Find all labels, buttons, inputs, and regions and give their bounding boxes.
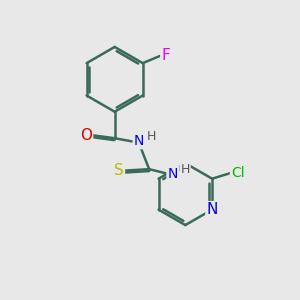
- Text: Cl: Cl: [231, 166, 244, 180]
- Text: F: F: [161, 48, 170, 63]
- Text: O: O: [80, 128, 92, 143]
- Text: N: N: [167, 167, 178, 181]
- Text: H: H: [180, 163, 190, 176]
- Text: H: H: [146, 130, 156, 143]
- Text: N: N: [134, 134, 144, 148]
- Text: N: N: [206, 202, 218, 217]
- Text: S: S: [114, 163, 124, 178]
